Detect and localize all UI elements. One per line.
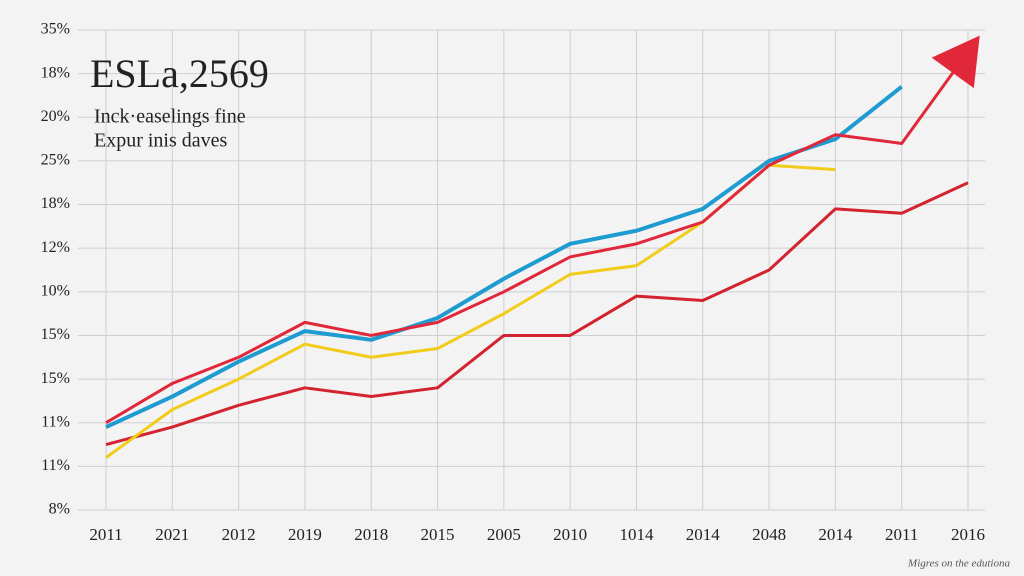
y-tick-label: 15% [41,370,70,387]
y-tick-label: 11% [41,413,70,430]
x-tick-label: 2011 [885,525,918,544]
line [105,85,903,429]
x-tick-label: 2016 [951,525,985,544]
y-tick-label: 35% [41,21,70,38]
y-tick-label: 8% [49,501,70,518]
x-tick-label: 2010 [553,525,587,544]
y-tick-label: 15% [41,326,70,343]
y-tick-label: 12% [41,239,70,256]
y-tick-label: 25% [41,152,70,169]
x-tick-label: 2048 [752,525,786,544]
x-tick-label: 2005 [487,525,521,544]
x-tick-label: 2012 [222,525,256,544]
y-tick-label: 18% [41,64,70,81]
line [105,181,969,446]
x-tick-label: 2021 [155,525,189,544]
x-tick-label: 2014 [686,525,721,544]
x-tick-label: 2018 [354,525,388,544]
y-tick-label: 18% [41,195,70,212]
x-tick-label: 2014 [818,525,853,544]
footnote: Migres on the edutiona [907,558,1010,570]
chart-title: ESLa,2569 [90,51,269,96]
x-tick-label: 2015 [421,525,455,544]
x-tick-label: 2019 [288,525,322,544]
line [105,50,970,425]
x-tick-label: 2011 [89,525,122,544]
y-tick-label: 11% [41,457,70,474]
plot-area: 8% 11% 11% 15% 15% 10% 12% 18% 25% 20% 18% 35% 2011 2… [41,21,985,544]
y-tick-label: 10% [41,282,70,299]
chart-subtitle: Inck·easelings fine [94,106,246,128]
y-tick-label: 20% [41,108,70,125]
x-tick-label: 1014 [619,525,654,544]
arrow-head [931,35,980,89]
chart-subtitle: Expur inis daves [94,130,228,152]
